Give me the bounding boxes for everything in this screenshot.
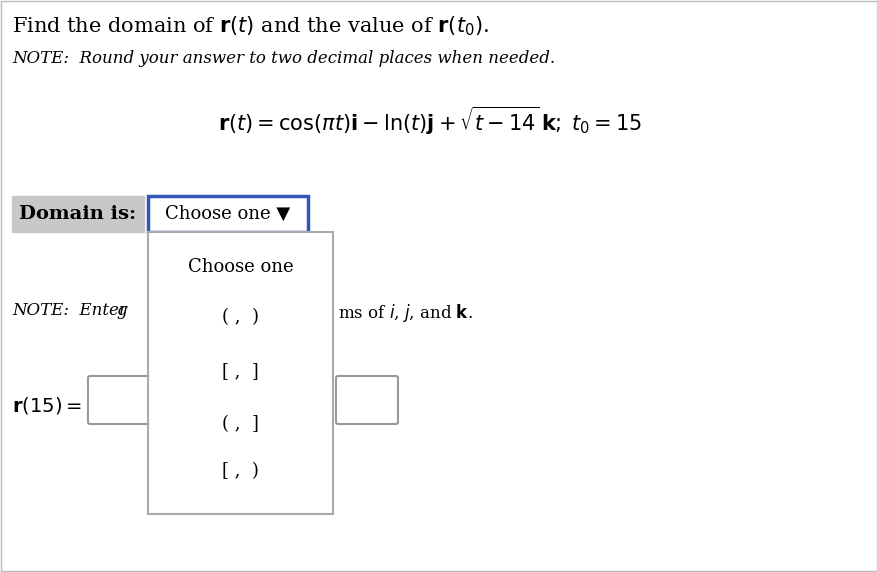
Text: Choose one ▼: Choose one ▼ [165,205,290,223]
Text: g: g [116,302,126,319]
Bar [148,232,332,514]
Bar [12,196,144,232]
Text: NOTE:  Enter: NOTE: Enter [12,302,132,319]
Text: Find the domain of $\mathbf{r}(t)$ and the value of $\mathbf{r}(t_0)$.: Find the domain of $\mathbf{r}(t)$ and t… [12,14,488,38]
Text: $\mathbf{r}(15) = $: $\mathbf{r}(15) = $ [12,395,82,416]
Text: Domain is:: Domain is: [19,205,137,223]
Text: ms of $\mathit{i}$, $\mathit{j}$, and $\mathbf{k}$.: ms of $\mathit{i}$, $\mathit{j}$, and $\… [338,302,472,324]
Text: NOTE:  Round your answer to two decimal places when needed.: NOTE: Round your answer to two decimal p… [12,50,554,67]
FancyBboxPatch shape [336,376,397,424]
Text: [ ,  ): [ , ) [222,462,259,480]
Text: ( ,  ): ( , ) [222,308,259,326]
Text: Choose one: Choose one [188,258,293,276]
Text: ( ,  ]: ( , ] [222,415,259,433]
Text: $\mathbf{r}(t) = \cos(\pi t)\mathbf{i} - \ln(t)\mathbf{j} + \sqrt{t-14}\,\mathbf: $\mathbf{r}(t) = \cos(\pi t)\mathbf{i} -… [217,105,641,137]
FancyBboxPatch shape [88,376,150,424]
Bar [148,196,308,232]
Text: [ ,  ]: [ , ] [222,362,259,380]
